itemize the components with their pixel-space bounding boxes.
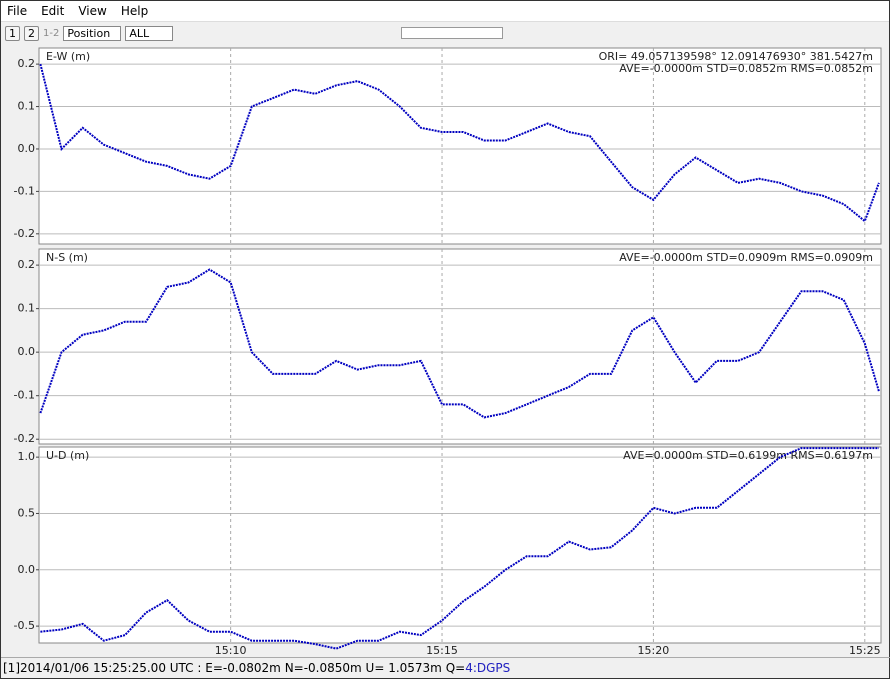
y-tick-label: 0.2: [18, 57, 36, 70]
menu-bar: File Edit View Help: [1, 1, 889, 22]
y-tick-label: 0.1: [18, 302, 36, 315]
menu-item[interactable]: File: [7, 4, 28, 18]
menu-item[interactable]: View: [78, 4, 107, 18]
y-tick-label: -0.2: [14, 432, 35, 445]
x-tick-label: 15:10: [215, 644, 247, 656]
menu-item[interactable]: Edit: [41, 4, 65, 18]
filter-select[interactable]: ALL: [125, 25, 174, 41]
y-tick-label: 0.1: [18, 100, 36, 113]
y-tick-label: 0.2: [18, 258, 36, 271]
x-tick-label: 15:25: [849, 644, 881, 656]
status-text: [1]2014/01/06 15:25:25.00 UTC : E=-0.080…: [3, 661, 466, 675]
y-tick-label: 0.0: [18, 142, 36, 155]
y-tick-label: 0.0: [18, 563, 36, 576]
data-line: [39, 268, 880, 419]
annotation: AVE=0.0000m STD=0.6199m RMS=0.6197m: [623, 449, 873, 462]
y-tick-label: 0.0: [18, 345, 36, 358]
annotation: AVE=-0.0000m STD=0.0852m RMS=0.0852m: [619, 62, 873, 75]
y-tick-label: -0.1: [14, 389, 35, 402]
y-tick-label: -0.1: [14, 184, 35, 197]
plot-area: 0.2 0.1 0.0 -0.1 -0.2 E-W (m) ORI= 49.05713959…: [14, 47, 882, 656]
data-line: [40, 447, 879, 650]
data-line: [39, 63, 880, 223]
y-tick-label: 1.0: [18, 450, 36, 463]
panel-title: N-S (m): [46, 251, 88, 264]
plot-panel: [38, 446, 882, 644]
annotation: ORI= 49.057139598° 12.091476930° 381.542…: [599, 50, 873, 63]
menu-item[interactable]: Help: [120, 4, 149, 18]
toolbar-button[interactable]: 1: [5, 25, 20, 41]
plot-panel: [38, 47, 882, 245]
toolbar-button[interactable]: 2: [24, 25, 39, 41]
y-tick-label: -0.5: [14, 619, 35, 632]
plot-panel: [38, 248, 882, 445]
toolbar: 1 2 1-2 Position ALL: [1, 22, 889, 44]
annotation: AVE=-0.0000m STD=0.0909m RMS=0.0909m: [619, 251, 873, 264]
time-slider[interactable]: [401, 27, 504, 39]
y-tick-label: -0.2: [14, 227, 35, 240]
x-tick-label: 15:15: [426, 644, 458, 656]
panel-title: U-D (m): [46, 449, 89, 462]
status-bar: [1]2014/01/06 15:25:25.00 UTC : E=-0.080…: [1, 657, 890, 679]
panel-title: E-W (m): [46, 50, 90, 63]
x-tick-label: 15:20: [638, 644, 670, 656]
toolbar-button[interactable]: 1-2: [43, 27, 60, 39]
status-quality: 4:DGPS: [465, 661, 511, 675]
plot-type-select[interactable]: Position: [63, 25, 122, 41]
y-tick-label: 0.5: [18, 506, 36, 519]
